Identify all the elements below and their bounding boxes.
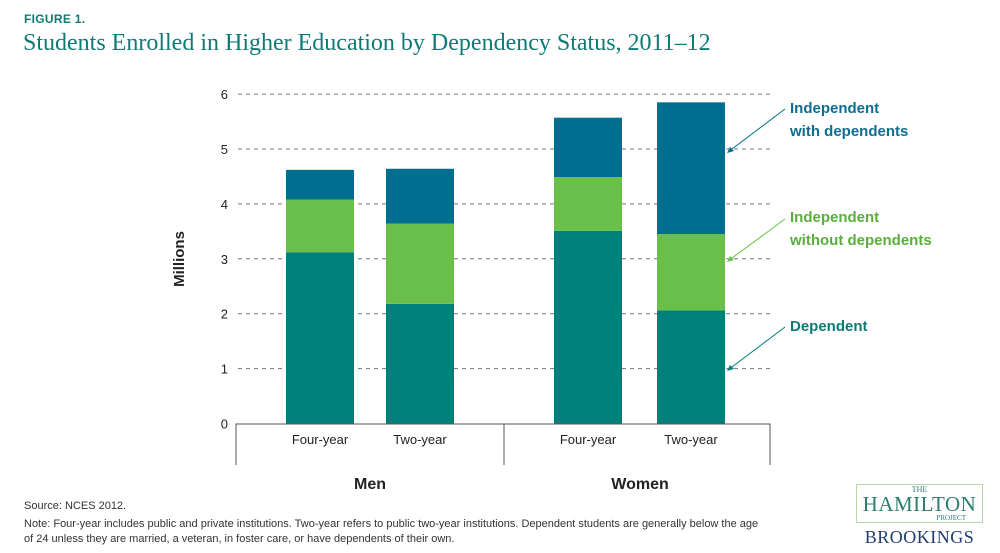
source-text: Source: NCES 2012.: [24, 500, 127, 512]
y-tick-label: 3: [221, 252, 228, 267]
bar-segment-dependent: [386, 303, 454, 424]
arrowhead-icon: [727, 147, 734, 153]
arrowhead-icon: [727, 365, 734, 371]
x-axis: [235, 423, 771, 465]
bar-segment-independent-without-dependents: [554, 176, 622, 231]
y-tick-label: 1: [221, 362, 228, 377]
bar-segment-independent-without-dependents: [286, 199, 354, 253]
bar-segment-independent-without-dependents: [386, 223, 454, 304]
legend-label: Independent: [790, 100, 879, 117]
legend-label: without dependents: [789, 232, 932, 249]
legend-label: Independent: [790, 209, 879, 226]
figure-label: FIGURE 1.: [24, 12, 86, 26]
bar-segment-independent-without-dependents: [657, 234, 725, 311]
bar-segment-independent-with-dependents: [286, 169, 354, 200]
x-tick-label: Two-year: [664, 432, 718, 447]
legend-label: Dependent: [790, 318, 868, 335]
y-tick-label: 0: [221, 417, 228, 432]
legend-arrow: [727, 326, 786, 371]
legend-arrow: [727, 108, 786, 153]
chart-title: Students Enrolled in Higher Education by…: [23, 30, 711, 56]
bar-segment-independent-with-dependents: [657, 102, 725, 235]
y-axis-label: Millions: [171, 231, 188, 287]
x-tick-label: Two-year: [393, 432, 447, 447]
arrowhead-icon: [727, 256, 734, 262]
legend-arrow: [727, 218, 786, 262]
bar-segment-independent-with-dependents: [386, 168, 454, 224]
bar-segment-dependent: [286, 252, 354, 424]
bar-segment-dependent: [657, 310, 725, 424]
stacked-bar-chart: 0 1 2 3 4 5 6 Millions Four-year Two-year Four-yea…: [171, 87, 932, 493]
bar-segment-dependent: [554, 230, 622, 424]
x-tick-label: Four-year: [560, 432, 617, 447]
group-label: Men: [354, 476, 386, 493]
hamilton-brookings-logo: THE HAMILTON PROJECT BROOKINGS: [852, 484, 987, 548]
y-tick-label: 4: [221, 197, 228, 212]
y-tick-label: 5: [221, 142, 228, 157]
legend-label: with dependents: [789, 123, 908, 140]
x-tick-label: Four-year: [292, 432, 349, 447]
y-tick-label: 2: [221, 307, 228, 322]
group-label: Women: [611, 476, 668, 493]
y-tick-label: 6: [221, 87, 228, 102]
note-text: Note: Four-year includes public and priv…: [24, 518, 759, 545]
bar-segment-independent-with-dependents: [554, 117, 622, 177]
